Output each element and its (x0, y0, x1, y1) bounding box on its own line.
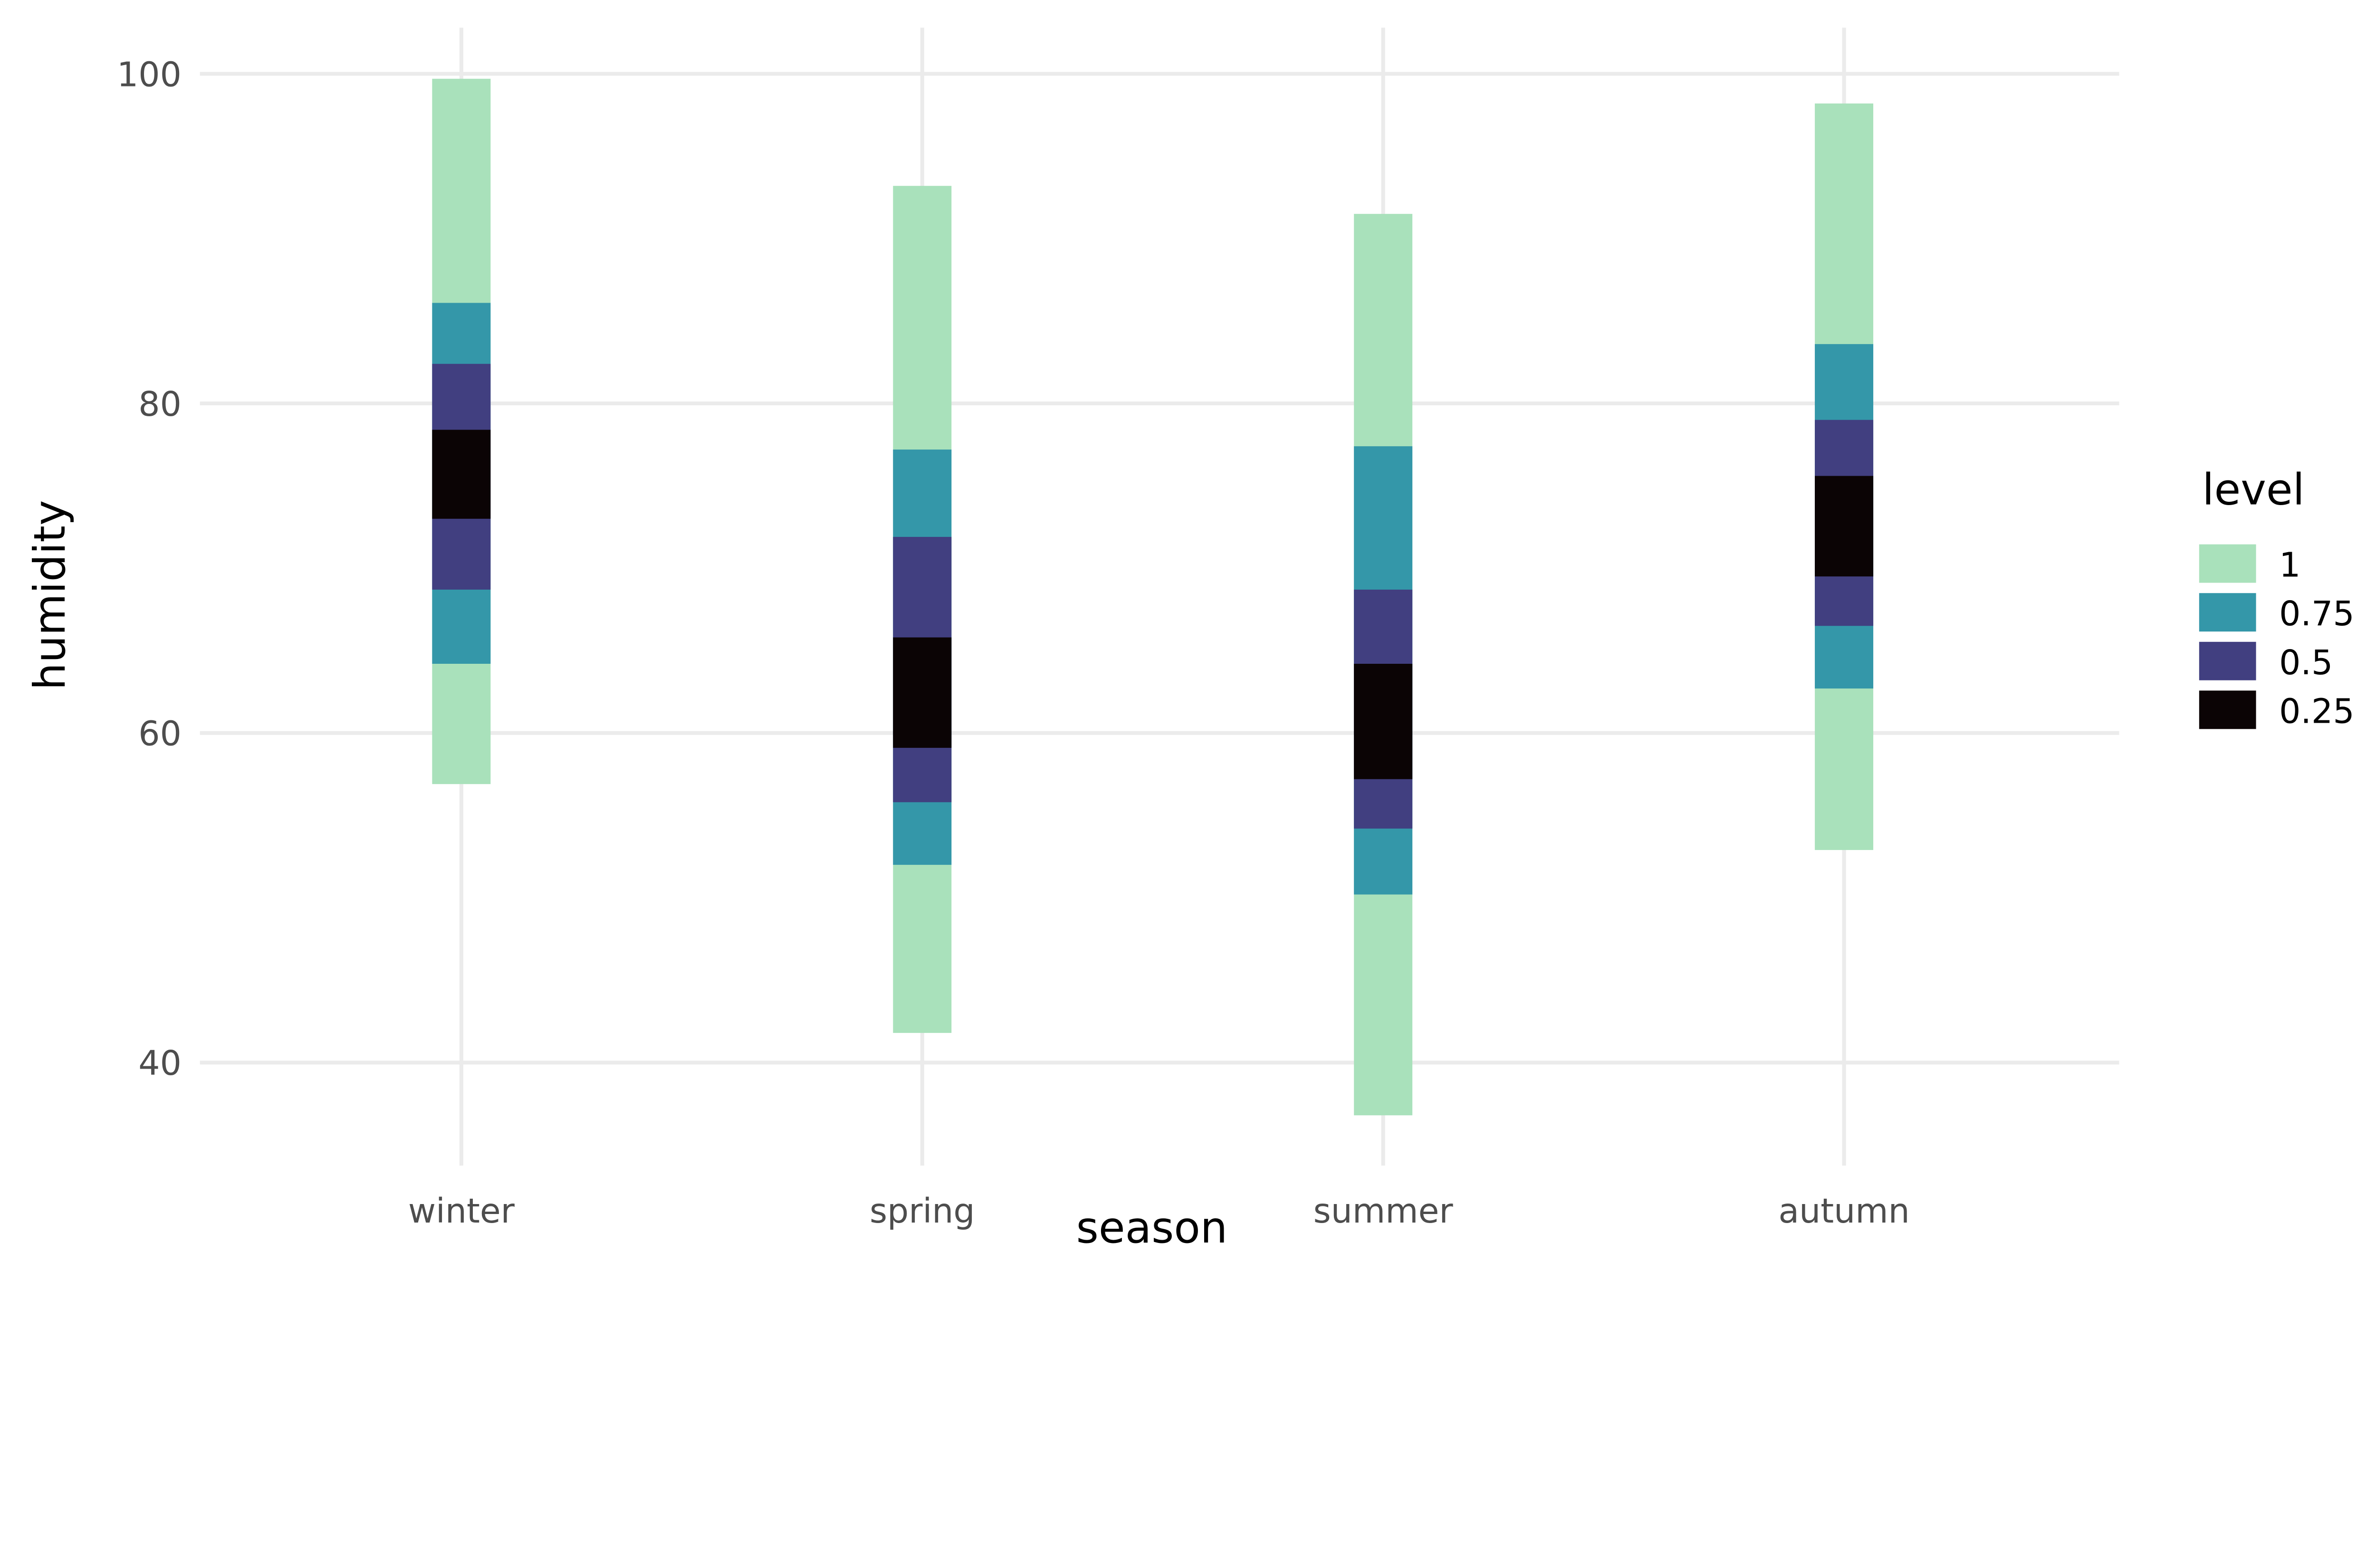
legend-key-1 (2199, 544, 2256, 583)
chart: 40 60 80 100 winter spring summer autumn seaso… (25, 28, 2355, 1253)
x-axis-title: season (1076, 1203, 1228, 1253)
y-tick-label: 100 (117, 55, 182, 94)
x-axis-ticks: winter spring summer autumn (408, 1191, 1910, 1231)
legend-label: 0.25 (2279, 691, 2355, 731)
legend-label: 0.75 (2279, 594, 2355, 633)
x-tick-label: summer (1313, 1191, 1454, 1231)
x-tick-label: winter (408, 1191, 515, 1231)
intervals (432, 78, 1874, 1116)
legend-key-0.75 (2199, 593, 2256, 632)
y-tick-label: 60 (138, 714, 182, 754)
y-axis-title: humidity (25, 500, 75, 690)
interval-summer-level-0.25 (1354, 663, 1413, 779)
legend-label: 0.5 (2279, 643, 2333, 682)
interval-winter-level-0.25 (432, 430, 491, 519)
x-tick-label: autumn (1778, 1191, 1909, 1231)
y-tick-label: 80 (138, 384, 182, 424)
interval-spring-level-0.25 (893, 637, 952, 748)
legend: level 1 0.75 0.5 0.25 (2199, 465, 2355, 731)
y-axis-ticks: 40 60 80 100 (117, 55, 182, 1083)
legend-key-0.5 (2199, 641, 2256, 680)
legend-title: level (2202, 465, 2304, 515)
x-tick-label: spring (870, 1191, 975, 1231)
legend-key-0.25 (2199, 690, 2256, 729)
y-tick-label: 40 (138, 1043, 182, 1083)
interval-autumn-level-0.25 (1815, 476, 1874, 577)
legend-label: 1 (2279, 545, 2300, 585)
